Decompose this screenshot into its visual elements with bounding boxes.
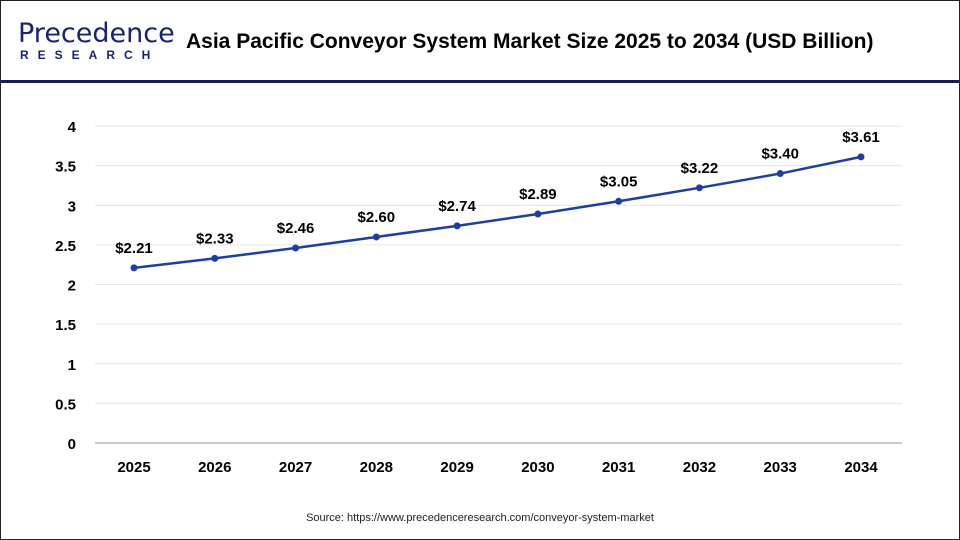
x-tick-label: 2029 [440,459,473,476]
y-tick-label: 0 [68,436,76,453]
chart-title: Asia Pacific Conveyor System Market Size… [186,30,874,53]
data-label: $2.60 [358,209,396,226]
x-tick-label: 2031 [602,459,635,476]
data-point [534,210,542,218]
precedence-research-logo: Precedence RESEARCH [18,18,175,63]
data-point [372,233,380,241]
data-point [695,184,703,192]
x-tick-label: 2025 [117,459,150,476]
y-tick-label: 4 [68,119,77,136]
header: Precedence RESEARCH Asia Pacific Conveyo… [0,0,960,83]
y-tick-label: 2 [68,278,76,295]
y-tick-label: 3.5 [55,159,76,176]
data-point [776,170,784,178]
y-tick-label: 3 [68,198,76,215]
y-tick-label: 1 [68,357,76,374]
data-label: $3.40 [761,146,799,163]
x-tick-label: 2030 [521,459,554,476]
x-tick-label: 2034 [844,459,878,476]
y-tick-label: 0.5 [55,396,76,413]
data-label: $2.33 [196,230,234,247]
source-text: Source: https://www.precedenceresearch.c… [306,512,654,524]
x-tick-label: 2033 [764,459,797,476]
series-line [133,155,862,270]
x-tick-label: 2028 [360,459,393,476]
y-tick-label: 2.5 [55,238,76,255]
data-point [292,244,300,252]
data-label: $3.61 [842,129,880,146]
data-label: $2.46 [277,220,315,237]
data-point [130,264,138,272]
y-tick-label: 1.5 [55,317,76,334]
data-label: $3.05 [600,173,638,190]
data-point [211,254,219,262]
data-point [453,222,461,230]
data-label: $2.89 [519,186,557,203]
x-tick-label: 2027 [279,459,312,476]
data-point [615,197,623,205]
logo-main-text: Precedence [18,18,175,49]
data-point [857,153,865,161]
logo-sub-text: RESEARCH [20,48,160,62]
data-label: $2.21 [115,240,153,257]
x-tick-label: 2026 [198,459,231,476]
x-tick-label: 2032 [683,459,716,476]
data-label: $2.74 [438,198,476,215]
data-label: $3.22 [681,160,719,177]
